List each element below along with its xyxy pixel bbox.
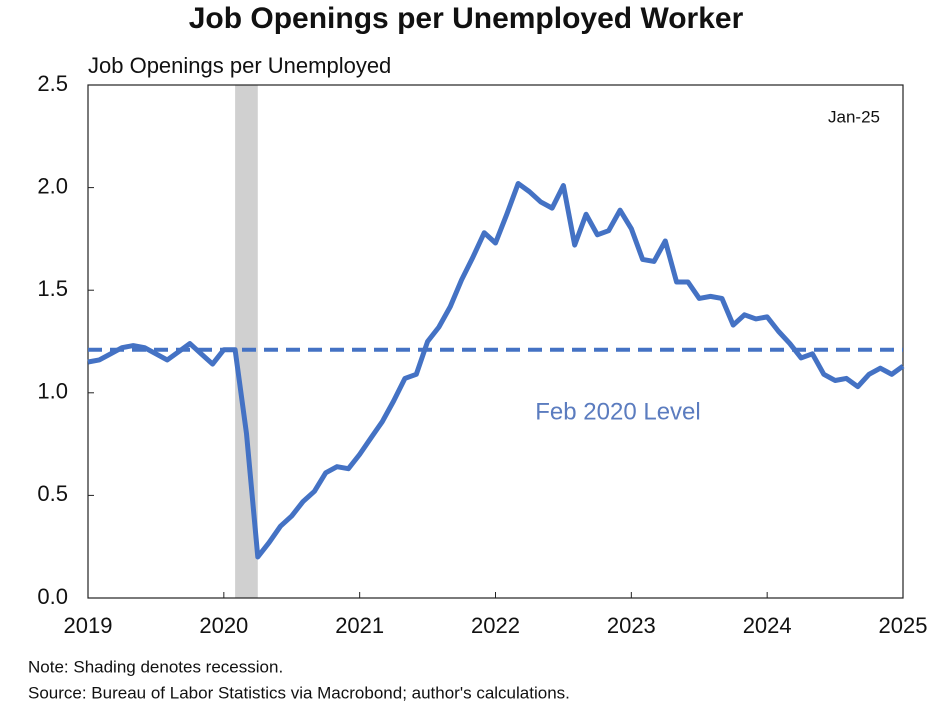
chart-title: Job Openings per Unemployed Worker <box>189 2 744 35</box>
y-tick-label: 2.5 <box>37 71 68 96</box>
note: Source: Bureau of Labor Statistics via M… <box>28 683 570 702</box>
x-tick-label: 2022 <box>471 613 520 638</box>
y-tick-label: 0.0 <box>37 584 68 609</box>
y-tick-label: 0.5 <box>37 481 68 506</box>
y-tick-label: 2.0 <box>37 173 68 198</box>
x-tick-label: 2023 <box>607 613 656 638</box>
plot-frame <box>87 84 904 599</box>
x-tick-label: 2019 <box>64 613 113 638</box>
x-tick-label: 2025 <box>879 613 928 638</box>
x-tick-label: 2024 <box>743 613 792 638</box>
y-tick-label: 1.5 <box>37 276 68 301</box>
y-tick-label: 1.0 <box>37 379 68 404</box>
x-tick-label: 2021 <box>335 613 384 638</box>
annotation: Jan-25 <box>828 107 880 126</box>
reference-label: Feb 2020 Level <box>535 398 700 425</box>
y-axis-label: Job Openings per Unemployed <box>88 53 391 78</box>
x-tick-label: 2020 <box>199 613 248 638</box>
note: Note: Shading denotes recession. <box>28 657 283 676</box>
data-line <box>87 181 905 560</box>
